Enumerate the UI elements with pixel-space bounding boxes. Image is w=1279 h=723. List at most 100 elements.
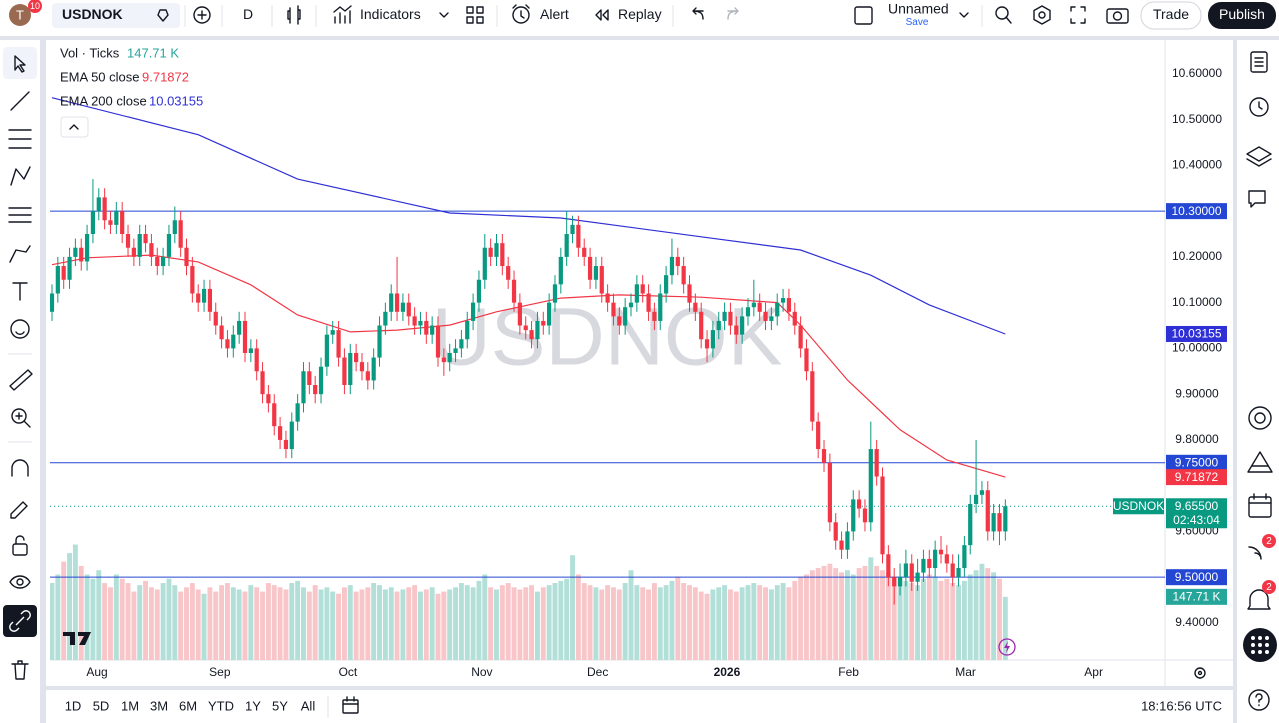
redo[interactable] — [727, 7, 739, 20]
volume-bar — [733, 591, 739, 660]
delete-tool[interactable] — [11, 660, 29, 680]
volume-bar — [377, 585, 382, 660]
candle-body — [535, 320, 540, 340]
candle-body — [430, 325, 435, 335]
publish-button[interactable] — [1208, 2, 1276, 29]
layout-icon[interactable] — [854, 6, 873, 25]
add-symbol[interactable] — [193, 6, 211, 24]
range-button[interactable]: 1M — [121, 698, 139, 713]
watchlist[interactable] — [1250, 51, 1268, 73]
alert[interactable]: Alert — [540, 6, 569, 22]
ruler-tool[interactable] — [9, 369, 33, 391]
emoji-tool[interactable] — [10, 319, 30, 339]
fullscreen[interactable] — [1070, 6, 1086, 24]
volume-bar — [301, 587, 306, 660]
candle-body — [260, 371, 265, 395]
alerts-panel[interactable] — [1249, 97, 1269, 117]
range-button[interactable]: 3M — [150, 698, 168, 713]
legend-collapse[interactable] — [60, 116, 89, 138]
interval[interactable]: D — [243, 6, 253, 22]
pattern-tool[interactable] — [10, 166, 31, 186]
trade-button[interactable] — [1140, 1, 1202, 30]
draw-mode[interactable] — [10, 501, 28, 519]
candle-body — [611, 302, 616, 317]
range-button[interactable]: 1D — [65, 698, 82, 713]
chats[interactable] — [1248, 190, 1266, 208]
candle-body — [897, 577, 903, 587]
visibility-tool[interactable] — [9, 575, 31, 589]
brush-tool[interactable] — [9, 245, 31, 263]
volume-bar — [418, 591, 423, 660]
pine-editor[interactable] — [1247, 451, 1273, 473]
replay-icon[interactable] — [595, 9, 609, 21]
volume-bar — [622, 583, 628, 660]
help[interactable] — [1248, 689, 1270, 711]
candle-body — [921, 558, 926, 573]
replay[interactable]: Replay — [618, 6, 662, 22]
settings[interactable] — [1033, 5, 1051, 25]
range-button[interactable]: 5D — [93, 698, 110, 713]
range-button[interactable]: 5Y — [272, 698, 288, 713]
volume-bar — [394, 591, 400, 660]
tv-logo[interactable] — [63, 632, 91, 645]
range-button[interactable]: 1Y — [245, 698, 261, 713]
sync-tool[interactable] — [9, 610, 31, 632]
symbol-search[interactable] — [52, 3, 180, 28]
volume-bar — [967, 574, 973, 660]
prediction-tool[interactable] — [8, 207, 32, 223]
fib-tool[interactable] — [8, 129, 32, 149]
volume-bar — [944, 578, 950, 660]
layout-menu[interactable] — [959, 12, 969, 18]
trade: Trade — [1153, 6, 1189, 22]
indicators-menu[interactable] — [439, 12, 449, 18]
volume-bar — [809, 570, 815, 660]
candle-body — [956, 568, 961, 578]
cursor-tool[interactable] — [14, 55, 26, 73]
trend-line-tool[interactable] — [10, 91, 30, 111]
x-tick-label: Oct — [339, 665, 358, 679]
notifications[interactable] — [1247, 589, 1271, 610]
chart-type[interactable] — [287, 5, 301, 25]
range-button[interactable]: All — [301, 698, 316, 713]
volume-bar — [154, 589, 160, 660]
quick-search[interactable] — [995, 6, 1009, 20]
volume-bar — [745, 585, 751, 660]
calendar[interactable] — [1248, 496, 1272, 518]
object-tree[interactable] — [1246, 146, 1272, 167]
layout-name[interactable]: Unnamed — [888, 1, 949, 17]
magnet-tool[interactable] — [11, 459, 29, 477]
volume-bar — [499, 585, 505, 660]
volume-bar — [979, 563, 985, 660]
axis-settings[interactable] — [1194, 667, 1206, 679]
templates[interactable] — [466, 6, 474, 14]
volume-bar — [61, 561, 67, 660]
goto-date[interactable] — [342, 699, 359, 714]
volume-bar — [312, 585, 318, 660]
range-button[interactable]: YTD — [208, 698, 234, 713]
price-tag — [1166, 454, 1227, 471]
candle-body — [628, 302, 634, 308]
zoom-tool[interactable] — [11, 408, 27, 424]
volume-bar — [885, 572, 891, 660]
volume-bar — [388, 587, 394, 660]
avatar[interactable] — [9, 4, 31, 26]
screener[interactable] — [1248, 406, 1272, 430]
news[interactable] — [1248, 546, 1262, 560]
symbol-icon[interactable] — [157, 9, 169, 22]
range-button[interactable]: 6M — [179, 698, 197, 713]
snapshot[interactable] — [1106, 8, 1129, 24]
volume-bar — [581, 583, 587, 660]
text-tool[interactable] — [12, 282, 28, 301]
undo[interactable] — [692, 7, 704, 20]
alert-icon[interactable] — [512, 6, 530, 24]
candle-body — [96, 197, 101, 212]
lock-tool[interactable] — [12, 543, 28, 556]
indicators[interactable]: Indicators — [360, 6, 421, 22]
candle-body — [640, 284, 645, 294]
price-tag-label: 10.30000 — [1171, 204, 1221, 218]
indicators-icon[interactable] — [333, 5, 352, 24]
volume-bar — [248, 585, 254, 660]
layout-save[interactable]: Save — [906, 17, 929, 28]
volume-bar — [546, 585, 552, 660]
events-marker[interactable] — [998, 638, 1016, 656]
